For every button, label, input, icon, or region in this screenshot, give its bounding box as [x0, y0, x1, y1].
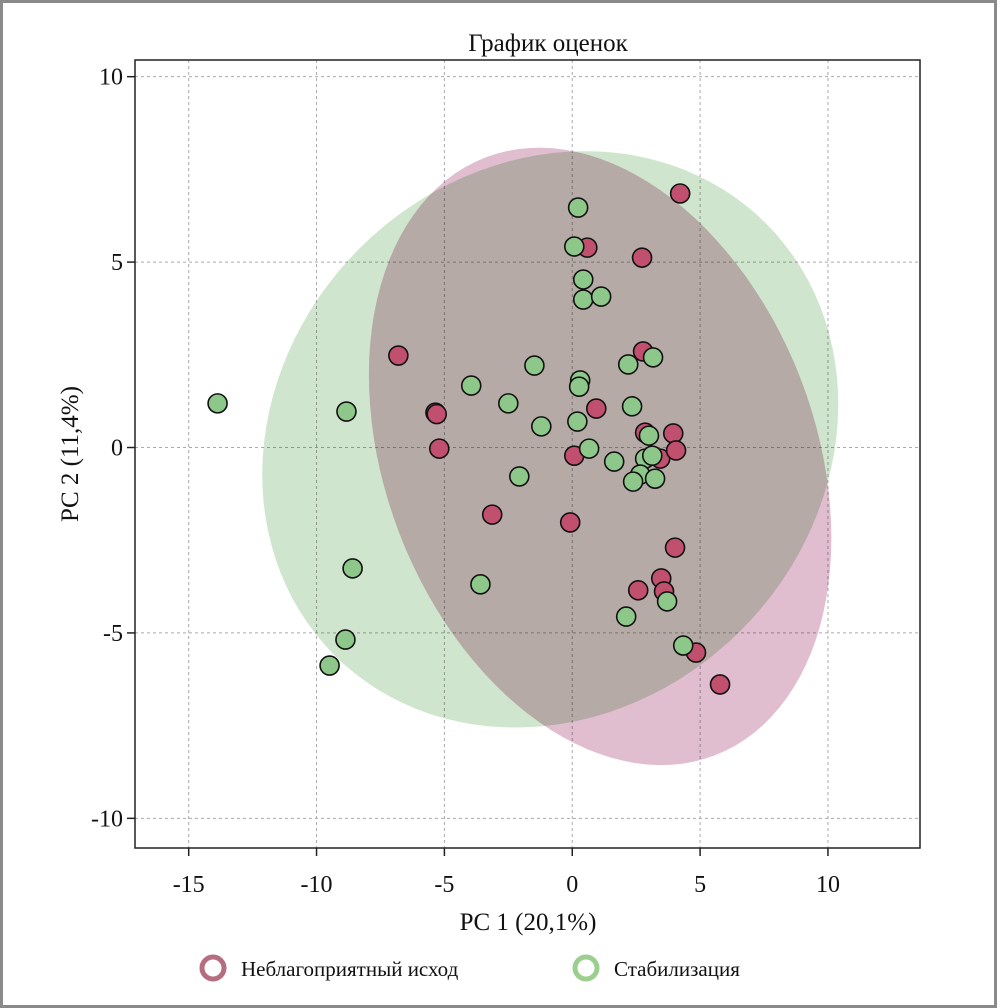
- data-point-stabilization: [617, 354, 639, 375]
- data-point-adverse: [709, 674, 731, 695]
- axis-ticks: -15 -10 -5 0 5 10 10 5 0 -5 -10: [91, 65, 840, 898]
- data-point-stabilization: [572, 269, 594, 290]
- confidence-ellipses: [262, 147, 839, 766]
- data-point-stabilization: [563, 236, 585, 257]
- data-point-adverse: [664, 537, 686, 558]
- y-tick-label: 5: [111, 250, 123, 276]
- data-point-stabilization: [567, 197, 589, 218]
- y-tick-label: 0: [111, 436, 123, 462]
- data-point-stabilization: [590, 286, 612, 307]
- x-tick-label: -15: [173, 872, 205, 898]
- data-point-stabilization: [319, 655, 340, 676]
- data-point-adverse: [559, 512, 581, 533]
- data-point-stabilization: [603, 451, 625, 472]
- legend-label: Стабилизация: [614, 957, 740, 981]
- data-point-stabilization: [207, 393, 228, 414]
- data-point-adverse: [665, 440, 687, 461]
- data-point-stabilization: [656, 591, 678, 612]
- legend-marker-icon: [572, 954, 600, 982]
- legend-marker-icon: [199, 954, 227, 982]
- data-point-stabilization: [621, 396, 643, 417]
- data-point-stabilization: [622, 471, 644, 492]
- y-axis-label: PC 2 (11,4%): [57, 386, 84, 522]
- confidence-ellipse-stabilization: [262, 151, 839, 728]
- data-point-adverse: [585, 398, 607, 419]
- y-tick-label: -10: [91, 806, 123, 832]
- data-point-adverse: [428, 438, 450, 459]
- data-point-stabilization: [572, 289, 594, 310]
- data-point-stabilization: [336, 401, 357, 422]
- data-point-stabilization: [641, 445, 663, 466]
- data-point-stabilization: [524, 355, 545, 376]
- data-point-adverse: [426, 403, 448, 425]
- chart-title: График оценок: [468, 30, 628, 57]
- y-tick-label: -5: [103, 621, 123, 647]
- data-point-adverse: [631, 247, 653, 268]
- data-point-adverse: [481, 504, 503, 525]
- data-point-stabilization: [615, 606, 637, 627]
- y-tick-label: 10: [99, 65, 123, 91]
- data-point-stabilization: [672, 635, 694, 656]
- data-point-stabilization: [642, 347, 664, 368]
- data-point-stabilization: [644, 468, 666, 489]
- x-tick-label: 5: [694, 872, 706, 898]
- data-point-stabilization: [531, 416, 552, 437]
- x-axis-label: PC 1 (20,1%): [460, 909, 597, 936]
- legend-label: Неблагоприятный исход: [241, 957, 459, 981]
- data-point-stabilization: [335, 629, 356, 650]
- data-point-adverse: [662, 423, 684, 444]
- x-tick-label: 0: [566, 872, 578, 898]
- data-point-stabilization: [470, 574, 491, 595]
- data-point-stabilization: [567, 411, 588, 432]
- data-point-stabilization: [460, 375, 482, 396]
- data-point-stabilization: [568, 376, 590, 397]
- data-point-stabilization: [509, 466, 530, 487]
- x-tick-label: -10: [301, 872, 333, 898]
- data-point-stabilization: [578, 438, 600, 459]
- data-point-stabilization: [638, 425, 660, 446]
- plot-area-border: [134, 59, 921, 849]
- data-point-adverse: [627, 579, 649, 601]
- data-point-adverse: [388, 345, 409, 366]
- data-point-stabilization: [342, 558, 363, 579]
- data-point-adverse: [669, 183, 691, 204]
- data-point-stabilization: [498, 393, 519, 414]
- x-tick-label: -5: [434, 872, 454, 898]
- data-points: [207, 183, 731, 695]
- x-tick-label: 10: [816, 872, 840, 898]
- legend: Неблагоприятный исход Стабилизация: [199, 954, 740, 982]
